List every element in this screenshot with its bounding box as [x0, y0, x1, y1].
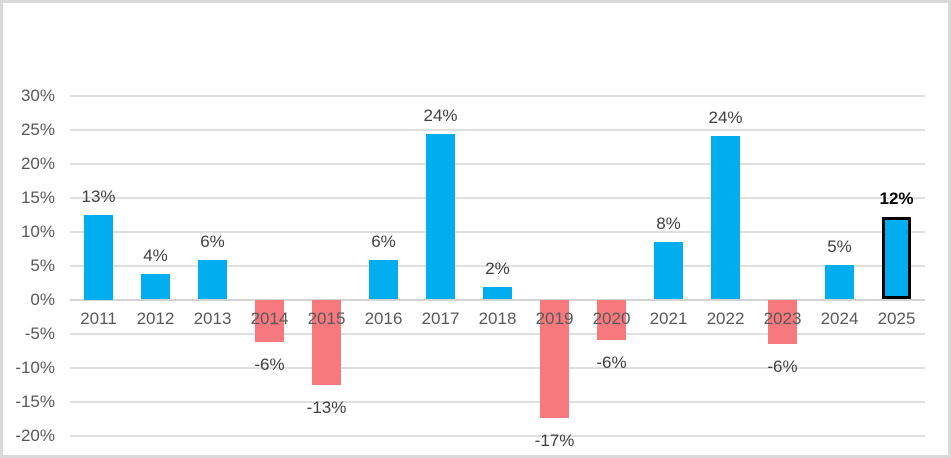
bar: [711, 135, 740, 300]
gridline: [70, 366, 925, 369]
bar: [597, 299, 626, 340]
x-axis-category-label: 2024: [820, 309, 859, 328]
bar: [654, 241, 683, 300]
x-axis-category-label: 2011: [80, 309, 117, 328]
bar-value-label: 24%: [423, 105, 458, 125]
bar: [255, 299, 284, 343]
gridline: [70, 264, 925, 267]
bar: [825, 264, 854, 300]
bar-value-label: 6%: [371, 232, 396, 252]
bar: [198, 260, 227, 300]
bar-value-label: 4%: [143, 246, 168, 266]
x-axis-category-label: 2014: [250, 309, 289, 328]
y-axis-tick-label: -5%: [24, 323, 55, 343]
bar-value-label: -17%: [534, 430, 575, 450]
gridline: [70, 162, 925, 165]
x-axis-category-label: 2019: [535, 309, 574, 328]
gridline: [70, 196, 925, 199]
bar-highlighted: [882, 216, 911, 300]
x-axis-category-label: 2012: [136, 309, 175, 328]
x-axis-category-label: 2021: [649, 309, 688, 328]
y-axis-tick-label: 30%: [20, 85, 55, 105]
y-axis-tick-label: 5%: [30, 255, 55, 275]
bar-value-label: -6%: [254, 355, 285, 375]
bar-value-label: -6%: [596, 352, 627, 372]
x-axis-category-label: 2023: [763, 309, 802, 328]
bar-value-label: 8%: [656, 213, 681, 233]
y-axis-tick-label: -15%: [15, 391, 55, 411]
bar-value-label: 13%: [81, 186, 116, 206]
bar-value-label: 6%: [200, 232, 225, 252]
gridline: [70, 128, 925, 131]
gridline: [70, 434, 925, 437]
gridline: [70, 332, 925, 335]
plot-area: 30% 25% 20% 15% 10% 5% 0% -5% -10% -15% -20% 13% 201…: [3, 3, 948, 455]
x-axis-category-label: 2013: [193, 309, 232, 328]
y-axis-tick-label: -10%: [15, 357, 55, 377]
y-axis-tick-label: -20%: [15, 425, 55, 445]
x-axis-category-label: 2018: [478, 309, 517, 328]
x-axis-category-label: 2017: [421, 309, 460, 328]
y-axis-tick-label: 10%: [20, 221, 55, 241]
x-axis-category-label: 2015: [307, 309, 346, 328]
gridline: [70, 400, 925, 403]
y-axis-tick-label: 0%: [30, 289, 55, 309]
bar: [141, 274, 170, 300]
bar-value-label: 2%: [485, 259, 510, 279]
bar-value-label: -13%: [306, 397, 347, 417]
bar: [84, 214, 113, 300]
x-axis-line: [70, 298, 925, 301]
bar-value-label: 5%: [827, 236, 852, 256]
gridline: [70, 94, 925, 97]
x-axis-category-label: 2022: [706, 309, 745, 328]
x-axis-category-label: 2016: [364, 309, 403, 328]
bar-value-label: 24%: [708, 107, 743, 127]
x-axis-category-label: 2020: [592, 309, 631, 328]
bar: [312, 299, 341, 385]
bar: [768, 299, 797, 344]
x-axis-category-label: 2025: [877, 309, 916, 328]
bar: [369, 260, 398, 300]
bar-value-label: -6%: [767, 356, 798, 376]
y-axis-tick-label: 15%: [20, 187, 55, 207]
bar: [426, 133, 455, 300]
y-axis-tick-label: 20%: [20, 153, 55, 173]
bar: [483, 287, 512, 300]
gridline: [70, 230, 925, 233]
y-axis-tick-label: 25%: [20, 119, 55, 139]
bar-value-label: 12%: [879, 188, 914, 208]
bar: [540, 299, 569, 418]
